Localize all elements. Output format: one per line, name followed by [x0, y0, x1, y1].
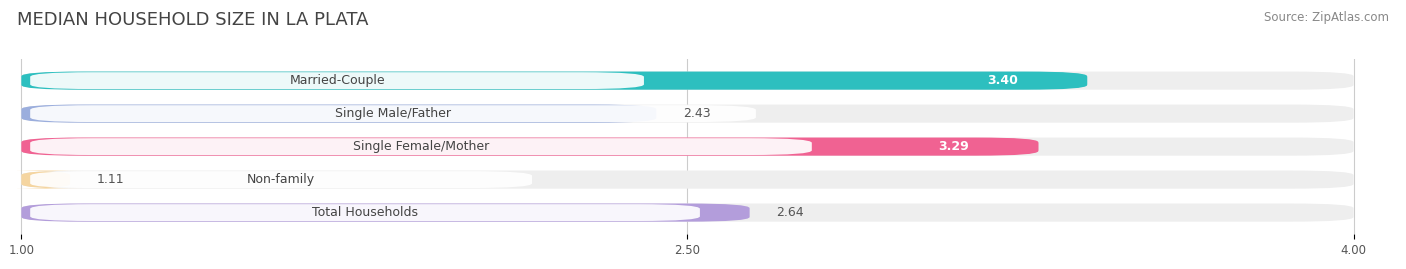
Text: Single Male/Father: Single Male/Father: [335, 107, 451, 120]
Text: 3.40: 3.40: [987, 74, 1018, 87]
FancyBboxPatch shape: [30, 138, 811, 155]
FancyBboxPatch shape: [8, 171, 83, 189]
Text: 1.11: 1.11: [97, 173, 125, 186]
Text: 2.64: 2.64: [776, 206, 804, 219]
FancyBboxPatch shape: [21, 204, 1354, 222]
FancyBboxPatch shape: [30, 105, 756, 122]
FancyBboxPatch shape: [21, 137, 1354, 156]
Text: Total Households: Total Households: [312, 206, 418, 219]
Text: 2.43: 2.43: [683, 107, 710, 120]
Text: Married-Couple: Married-Couple: [290, 74, 385, 87]
FancyBboxPatch shape: [918, 72, 1087, 89]
FancyBboxPatch shape: [21, 137, 1038, 156]
FancyBboxPatch shape: [30, 204, 700, 221]
FancyBboxPatch shape: [21, 105, 657, 123]
Text: MEDIAN HOUSEHOLD SIZE IN LA PLATA: MEDIAN HOUSEHOLD SIZE IN LA PLATA: [17, 11, 368, 29]
FancyBboxPatch shape: [21, 171, 1354, 189]
FancyBboxPatch shape: [30, 72, 644, 89]
FancyBboxPatch shape: [30, 171, 531, 188]
FancyBboxPatch shape: [21, 72, 1354, 90]
FancyBboxPatch shape: [21, 204, 749, 222]
FancyBboxPatch shape: [869, 138, 1038, 155]
FancyBboxPatch shape: [21, 72, 1087, 90]
Text: 3.29: 3.29: [939, 140, 969, 153]
Text: Single Female/Mother: Single Female/Mother: [353, 140, 489, 153]
Text: Source: ZipAtlas.com: Source: ZipAtlas.com: [1264, 11, 1389, 24]
FancyBboxPatch shape: [21, 105, 1354, 123]
Text: Non-family: Non-family: [247, 173, 315, 186]
